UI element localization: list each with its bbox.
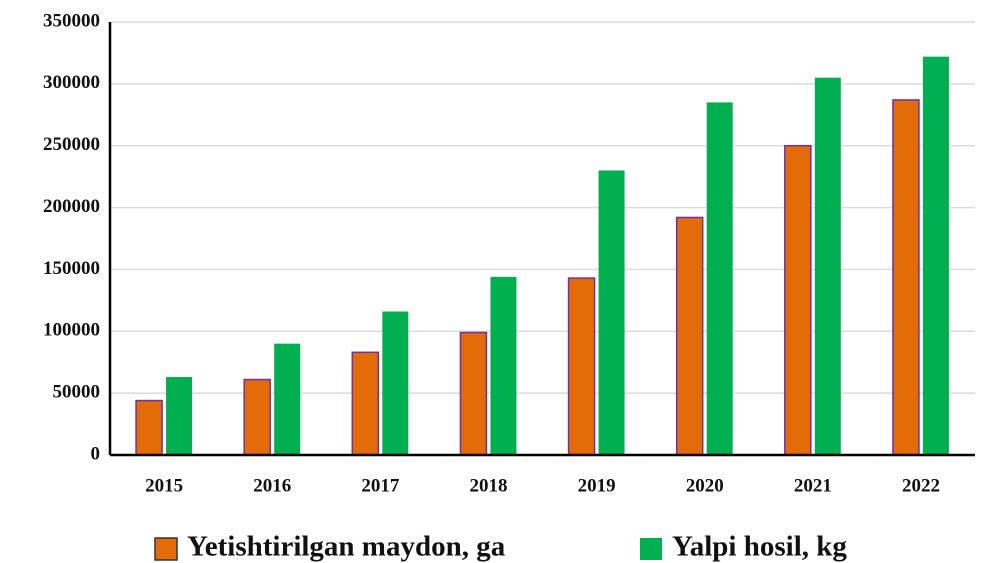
bar (351, 351, 380, 456)
y-tick-label: 50000 (53, 382, 101, 403)
legend-label: Yetishtirilgan maydon, ga (187, 531, 506, 563)
bar (598, 170, 625, 455)
y-tick-label: 350000 (43, 10, 100, 31)
legend-label: Yalpi hosil, kg (672, 531, 847, 563)
bar (135, 399, 163, 456)
bar (490, 276, 517, 455)
x-tick-label: 2021 (794, 475, 832, 496)
legend-swatch (154, 537, 178, 561)
x-tick-label: 2016 (253, 475, 291, 496)
legend-swatch (640, 538, 662, 560)
y-tick-label: 100000 (43, 320, 100, 341)
bar (675, 216, 704, 456)
y-tick-label: 150000 (43, 258, 100, 279)
y-tick-label: 250000 (43, 134, 100, 155)
bar (567, 277, 596, 456)
bar (274, 343, 301, 455)
y-tick-label: 0 (91, 443, 101, 464)
bar (706, 102, 733, 456)
x-tick-label: 2015 (145, 475, 183, 496)
bar (814, 77, 841, 456)
bar (459, 331, 488, 456)
y-tick-label: 300000 (43, 72, 100, 93)
bar (243, 378, 271, 456)
y-tick-label: 200000 (43, 196, 100, 217)
x-tick-label: 2017 (361, 475, 400, 496)
x-tick-label: 2022 (902, 475, 940, 496)
bar (784, 144, 812, 456)
bar (166, 377, 193, 455)
bar (922, 56, 949, 455)
x-tick-label: 2020 (686, 475, 724, 496)
bar (382, 311, 409, 455)
x-tick-label: 2018 (469, 475, 507, 496)
x-tick-label: 2019 (578, 475, 616, 496)
bar (892, 99, 920, 456)
